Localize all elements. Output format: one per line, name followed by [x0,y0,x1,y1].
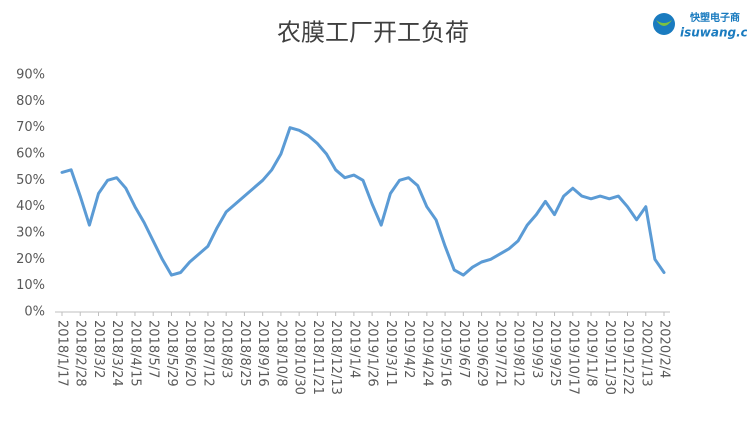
y-tick-label: 50% [16,173,45,188]
x-tick-label: 2019/1/4 [346,320,361,378]
x-tick-label: 2020/1/13 [638,320,653,387]
x-tick-label: 2019/6/29 [474,320,489,387]
y-tick-label: 0% [24,305,45,320]
y-tick-label: 10% [16,278,45,293]
x-tick-label: 2019/6/7 [456,320,471,378]
x-tick-label: 2020/2/4 [657,320,672,378]
x-tick-label: 2019/11/30 [602,320,617,395]
x-tick-label: 2018/3/2 [91,320,106,378]
x-tick-label: 2019/9/3 [529,320,544,378]
x-tick-label: 2019/12/22 [620,320,635,395]
x-tick-label: 2018/1/17 [55,320,70,387]
y-tick-label: 20% [16,252,45,267]
chart-title: 农膜工厂开工负荷 [277,19,469,47]
x-tick-label: 2018/10/8 [273,320,288,387]
x-tick-label: 2018/8/25 [237,320,252,387]
x-tick-label: 2018/9/16 [255,320,270,387]
x-tick-label: 2018/8/3 [219,320,234,378]
x-tick-label: 2019/10/17 [565,320,580,395]
y-tick-label: 60% [16,147,45,162]
x-tick-label: 2019/4/2 [401,320,416,378]
x-tick-label: 2018/7/12 [200,320,215,387]
x-tick-label: 2019/5/16 [438,320,453,387]
x-tick-label: 2018/11/21 [310,320,325,395]
x-tick-label: 2018/4/15 [127,320,142,387]
x-tick-label: 2018/12/13 [328,320,343,395]
logo-name: 快塑电子商 [689,11,740,24]
y-tick-label: 90% [16,68,45,83]
y-tick-label: 40% [16,199,45,214]
x-tick-label: 2019/11/8 [584,320,599,387]
x-tick-label: 2018/2/28 [73,320,88,387]
y-tick-label: 30% [16,226,45,241]
x-tick-label: 2018/5/29 [164,320,179,387]
x-tick-label: 2018/6/20 [182,320,197,387]
x-tick-label: 2019/4/24 [419,320,434,387]
x-tick-label: 2019/1/26 [365,320,380,387]
logo: 快塑电子商 isuwang.co [653,11,747,40]
x-tick-label: 2019/3/11 [383,320,398,387]
x-tick-label: 2019/8/12 [511,320,526,387]
x-tick-label: 2018/3/24 [109,320,124,387]
line-series [60,126,666,277]
logo-domain: isuwang.co [680,26,747,40]
y-tick-label: 70% [16,120,45,135]
x-tick-label: 2018/5/7 [146,320,161,378]
x-tick-label: 2019/7/21 [492,320,507,387]
y-tick-label: 80% [16,94,45,109]
x-tick-label: 2019/9/25 [547,320,562,387]
logo-icon-leaf [656,20,672,26]
x-tick-label: 2018/10/30 [292,320,307,395]
